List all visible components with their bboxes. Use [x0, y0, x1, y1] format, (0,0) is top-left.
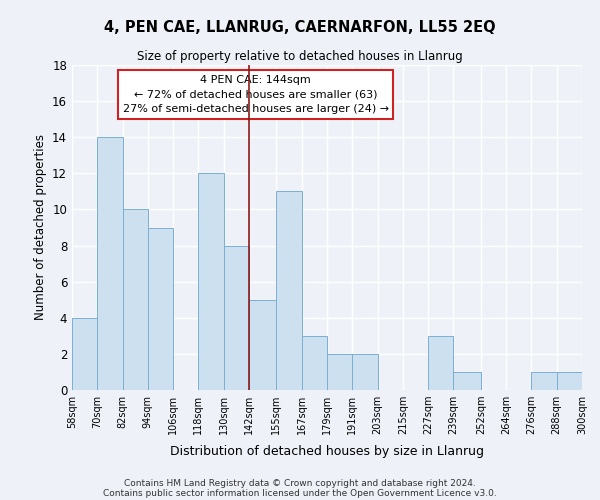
Text: 4 PEN CAE: 144sqm
← 72% of detached houses are smaller (63)
27% of semi-detached: 4 PEN CAE: 144sqm ← 72% of detached hous…: [122, 74, 389, 114]
Bar: [224, 246, 249, 390]
Y-axis label: Number of detached properties: Number of detached properties: [34, 134, 47, 320]
X-axis label: Distribution of detached houses by size in Llanrug: Distribution of detached houses by size …: [170, 446, 484, 458]
Bar: [277, 192, 302, 390]
Text: Contains HM Land Registry data © Crown copyright and database right 2024.: Contains HM Land Registry data © Crown c…: [124, 478, 476, 488]
Bar: [428, 336, 454, 390]
Bar: [557, 372, 582, 390]
Bar: [327, 354, 352, 390]
Bar: [532, 372, 557, 390]
Bar: [302, 336, 327, 390]
Text: Contains public sector information licensed under the Open Government Licence v3: Contains public sector information licen…: [103, 488, 497, 498]
Bar: [199, 174, 224, 390]
Bar: [249, 300, 277, 390]
Bar: [352, 354, 377, 390]
Text: Size of property relative to detached houses in Llanrug: Size of property relative to detached ho…: [137, 50, 463, 63]
Bar: [122, 210, 148, 390]
Bar: [148, 228, 173, 390]
Bar: [72, 318, 97, 390]
Bar: [97, 137, 122, 390]
Text: 4, PEN CAE, LLANRUG, CAERNARFON, LL55 2EQ: 4, PEN CAE, LLANRUG, CAERNARFON, LL55 2E…: [104, 20, 496, 35]
Bar: [454, 372, 481, 390]
